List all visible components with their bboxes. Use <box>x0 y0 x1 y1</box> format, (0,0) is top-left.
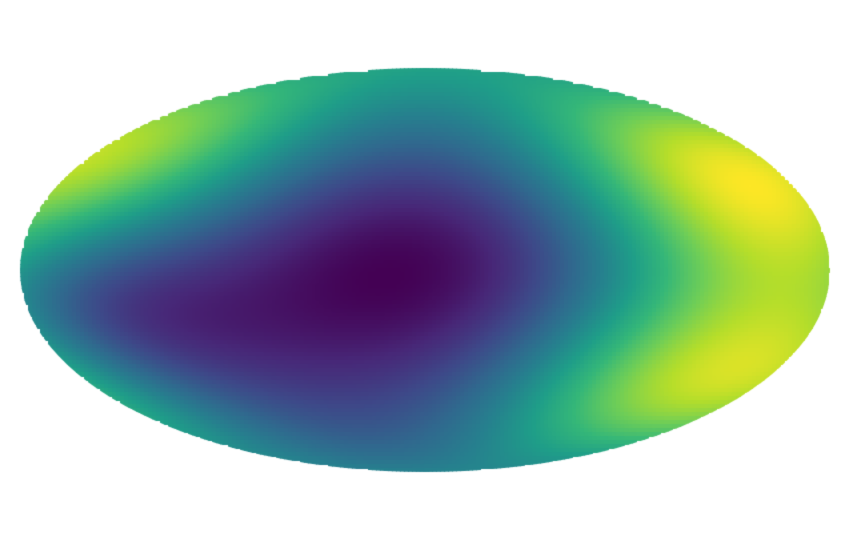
mollweide-sky-map-figure <box>0 0 850 540</box>
mollweide-heatmap <box>0 0 850 540</box>
